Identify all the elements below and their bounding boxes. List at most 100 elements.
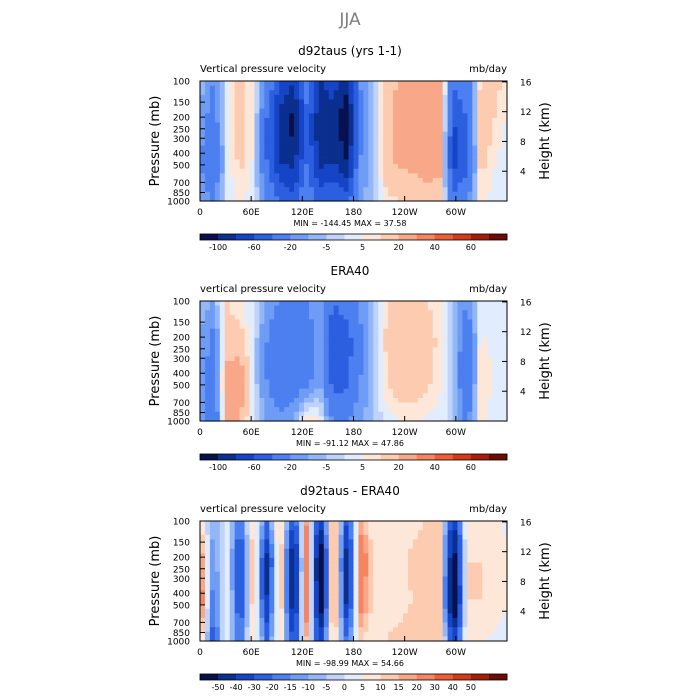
heatmap-cell <box>388 310 394 316</box>
heatmap-cell <box>472 553 478 559</box>
heatmap-cell <box>239 127 246 133</box>
heatmap-cell <box>239 337 246 344</box>
heatmap-cell <box>358 365 364 371</box>
heatmap-cell <box>373 108 379 114</box>
heatmap-cell <box>219 576 226 582</box>
heatmap-cell <box>269 365 275 371</box>
heatmap-cell <box>284 104 290 110</box>
heatmap-cell <box>318 361 325 367</box>
heatmap-cell <box>259 553 265 559</box>
heatmap-cell <box>313 319 320 325</box>
heatmap-cell <box>447 191 454 197</box>
heatmap-cell <box>239 310 246 316</box>
heatmap-cell <box>398 604 404 610</box>
heatmap-cell <box>452 127 459 133</box>
heatmap-cell <box>224 319 231 325</box>
heatmap-cell <box>477 90 483 96</box>
heatmap-cell <box>477 590 483 596</box>
heatmap-cell <box>407 141 414 147</box>
heatmap-cell <box>303 337 310 344</box>
heatmap-cell <box>219 539 226 545</box>
heatmap-cell <box>383 571 389 577</box>
heatmap-cell <box>407 384 414 390</box>
heatmap-cell <box>363 99 369 105</box>
heatmap-cell <box>492 319 498 325</box>
heatmap-cell <box>294 85 300 91</box>
heatmap-cell <box>264 393 270 399</box>
heatmap-cell <box>462 168 468 174</box>
heatmap-cell <box>432 145 439 151</box>
heatmap-cell <box>289 370 295 376</box>
heatmap-field <box>200 301 508 422</box>
heatmap-cell <box>274 113 280 119</box>
heatmap-cell <box>308 590 315 596</box>
heatmap-cell <box>368 590 374 596</box>
heatmap-cell <box>472 319 478 325</box>
heatmap-cell <box>239 631 246 637</box>
pressure-tick-label: 850 <box>173 409 190 419</box>
heatmap-cell <box>313 141 320 147</box>
heatmap-cell <box>388 136 394 142</box>
colorbar-swatch <box>362 454 381 460</box>
heatmap-cell <box>318 314 325 321</box>
heatmap-cell <box>417 604 424 610</box>
heatmap-cell <box>373 590 379 596</box>
heatmap-cell <box>452 113 459 119</box>
heatmap-cell <box>264 622 270 628</box>
heatmap-cell <box>442 636 449 642</box>
heatmap-cell <box>417 324 424 330</box>
heatmap-cell <box>259 333 265 339</box>
heatmap-cell <box>358 388 364 394</box>
heatmap-cell <box>447 530 454 536</box>
heatmap-cell <box>348 131 355 137</box>
heatmap-cell <box>358 562 364 568</box>
heatmap-cell <box>264 534 270 541</box>
heatmap-cell <box>353 613 360 619</box>
heatmap-cell <box>442 164 449 170</box>
heatmap-cell <box>403 544 409 550</box>
heatmap-cell <box>427 159 434 165</box>
heatmap-cell <box>467 310 473 316</box>
heatmap-cell <box>368 122 374 128</box>
heatmap-cell <box>234 379 241 385</box>
heatmap-cell <box>289 131 295 137</box>
heatmap-cell <box>417 196 424 202</box>
heatmap-cell <box>482 154 488 161</box>
heatmap-cell <box>244 164 251 170</box>
heatmap-cell <box>249 627 256 633</box>
heatmap-cell <box>313 168 320 174</box>
heatmap-cell <box>249 539 256 545</box>
heatmap-cell <box>432 365 439 371</box>
heatmap-cell <box>284 617 290 624</box>
heatmap-cell <box>274 104 280 110</box>
heatmap-cell <box>333 319 340 325</box>
heatmap-cell <box>209 196 216 202</box>
heatmap-cell <box>274 379 280 385</box>
heatmap-cell <box>259 337 265 344</box>
heatmap-cell <box>427 154 434 161</box>
heatmap-cell <box>457 182 464 188</box>
heatmap-cell <box>200 557 206 564</box>
heatmap-cell <box>328 314 335 321</box>
heatmap-cell <box>308 187 315 193</box>
heatmap-cell <box>274 594 280 601</box>
heatmap-cell <box>363 374 369 381</box>
heatmap-cell <box>462 590 468 596</box>
heatmap-cell <box>313 534 320 541</box>
heatmap-cell <box>219 534 226 541</box>
heatmap-cell <box>442 402 449 408</box>
heatmap-cell <box>279 90 285 96</box>
heatmap-cell <box>328 117 335 124</box>
heatmap-cell <box>269 81 275 87</box>
heatmap-cell <box>422 544 429 550</box>
heatmap-cell <box>472 397 478 404</box>
colorbar-swatch <box>434 234 454 240</box>
heatmap-cell <box>279 361 285 367</box>
heatmap-cell <box>422 622 429 628</box>
heatmap-cell <box>437 548 444 554</box>
heatmap-cell <box>477 94 483 101</box>
heatmap-cell <box>353 539 360 545</box>
heatmap-cell <box>358 539 364 545</box>
heatmap-cell <box>249 361 256 367</box>
heatmap-cell <box>437 301 444 307</box>
